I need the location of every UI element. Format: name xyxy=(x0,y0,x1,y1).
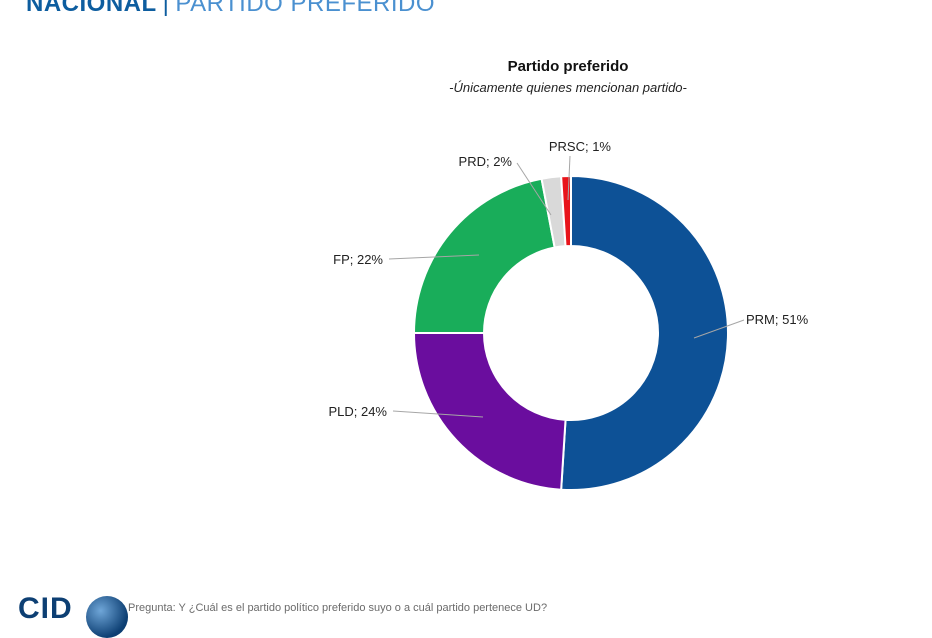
leader-line-pld xyxy=(392,410,484,418)
globe-icon xyxy=(86,596,128,638)
slice-label-prd: PRD; 2% xyxy=(459,154,513,169)
leader-line-prd xyxy=(516,162,552,216)
cid-logo: CID xyxy=(18,592,128,638)
chart-title: Partido preferido xyxy=(507,58,629,75)
slice-label-prm: PRM; 51% xyxy=(746,312,809,327)
header-topic: PARTIDO PREFERIDO xyxy=(175,0,436,17)
leader-line-prsc xyxy=(567,155,571,201)
chart-subtitle: -Únicamente quienes mencionan partido- xyxy=(449,80,687,95)
leader-line-prm xyxy=(693,319,745,339)
slice-prm xyxy=(560,174,730,491)
leader-line-fp xyxy=(388,254,480,260)
slice-pld xyxy=(412,332,567,491)
header-region: NACIONAL xyxy=(26,0,157,17)
footnote-question: Pregunta: Y ¿Cuál es el partido político… xyxy=(128,602,548,614)
slice-label-prsc: PRSC; 1% xyxy=(549,139,612,154)
donut-chart: PRM; 51% PLD; 24% FP; 22% PRD; 2% PRSC; 1% xyxy=(328,139,809,491)
slice-fp xyxy=(412,177,556,334)
header-separator: | xyxy=(162,0,170,17)
logo-text: CID xyxy=(18,592,73,625)
page-header: NACIONAL | PARTIDO PREFERIDO xyxy=(26,0,435,18)
slice-label-pld: PLD; 24% xyxy=(328,404,387,419)
slice-label-fp: FP; 22% xyxy=(333,252,383,267)
